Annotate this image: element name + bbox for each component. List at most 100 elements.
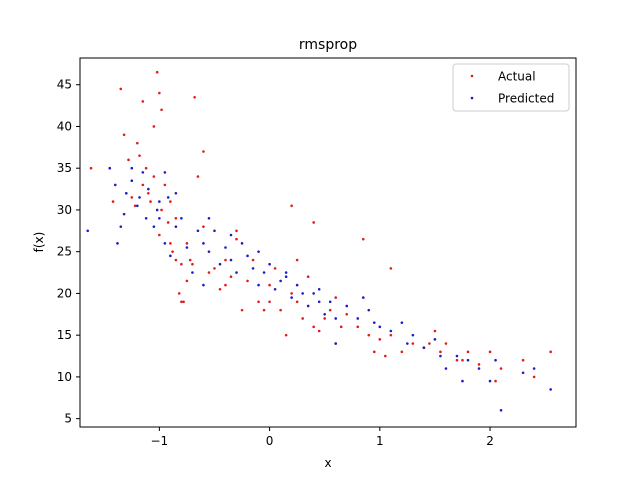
- point-actual: [130, 196, 134, 199]
- point-predicted: [257, 283, 260, 287]
- point-predicted: [166, 196, 170, 199]
- point-actual: [295, 258, 299, 262]
- point-actual: [400, 350, 404, 354]
- point-actual: [133, 204, 137, 208]
- point-actual: [169, 200, 172, 203]
- point-predicted: [174, 225, 178, 228]
- y-tick-label: 10: [57, 370, 72, 384]
- point-predicted: [116, 242, 119, 245]
- point-actual: [213, 267, 216, 270]
- point-predicted: [130, 166, 134, 170]
- plot-frame: [79, 57, 577, 428]
- y-tick-label: 20: [57, 286, 72, 300]
- point-actual: [295, 300, 299, 304]
- point-predicted: [317, 300, 321, 304]
- point-actual: [246, 279, 249, 283]
- point-actual: [152, 125, 156, 128]
- point-actual: [361, 237, 365, 241]
- point-predicted: [378, 325, 382, 329]
- point-actual: [444, 342, 448, 345]
- point-actual: [202, 225, 205, 228]
- point-actual: [268, 300, 271, 304]
- point-predicted: [196, 229, 200, 233]
- point-actual: [149, 200, 152, 203]
- point-actual: [235, 229, 238, 233]
- point-actual: [251, 258, 255, 262]
- point-actual: [411, 342, 415, 345]
- y-tick-label: 15: [57, 328, 72, 342]
- point-actual: [147, 191, 150, 195]
- x-axis-ticks: −1 0 1 2: [151, 427, 494, 448]
- point-actual: [384, 354, 387, 358]
- x-tick-label: −1: [151, 434, 169, 448]
- point-actual: [160, 208, 163, 212]
- point-actual: [89, 166, 93, 170]
- point-actual: [328, 308, 332, 312]
- point-actual: [521, 358, 525, 362]
- point-actual: [273, 267, 277, 270]
- point-predicted: [130, 179, 134, 183]
- point-actual: [312, 325, 315, 329]
- point-actual: [158, 233, 161, 237]
- point-actual: [389, 267, 393, 270]
- point-actual: [312, 221, 315, 224]
- point-actual: [389, 333, 393, 337]
- point-predicted: [180, 216, 183, 220]
- point-predicted: [494, 358, 497, 362]
- point-predicted: [144, 216, 148, 220]
- point-actual: [119, 87, 123, 91]
- point-predicted: [422, 346, 426, 349]
- point-actual: [152, 175, 156, 178]
- point-actual: [138, 154, 141, 157]
- point-actual: [461, 358, 464, 362]
- y-tick-label: 30: [57, 203, 72, 217]
- point-predicted: [433, 338, 437, 341]
- point-predicted: [155, 208, 159, 212]
- point-predicted: [174, 191, 178, 195]
- point-actual: [141, 183, 145, 187]
- y-tick-label: 45: [57, 78, 72, 92]
- point-predicted: [328, 300, 332, 304]
- point-actual: [188, 258, 192, 262]
- point-predicted: [229, 258, 233, 262]
- x-tick-label: 1: [376, 434, 384, 448]
- point-actual: [177, 292, 181, 295]
- point-predicted: [549, 388, 552, 391]
- point-predicted: [202, 283, 205, 287]
- point-actual: [174, 258, 178, 262]
- point-predicted: [477, 367, 481, 370]
- point-predicted: [169, 254, 172, 258]
- point-predicted: [119, 225, 123, 228]
- point-actual: [122, 133, 126, 137]
- point-actual: [262, 308, 266, 312]
- point-actual: [477, 363, 481, 366]
- point-actual: [158, 91, 161, 95]
- point-predicted: [235, 271, 238, 274]
- point-actual: [235, 237, 238, 241]
- point-actual: [345, 313, 349, 316]
- point-actual: [163, 183, 167, 187]
- point-actual: [306, 275, 310, 279]
- legend-marker-actual: [470, 74, 474, 78]
- point-predicted: [246, 254, 249, 258]
- point-actual: [356, 325, 360, 329]
- point-predicted: [213, 229, 216, 233]
- point-actual: [494, 379, 497, 383]
- point-actual: [257, 300, 260, 304]
- point-actual: [218, 287, 222, 291]
- point-predicted: [284, 275, 288, 279]
- point-actual: [334, 296, 338, 299]
- point-predicted: [138, 196, 141, 199]
- point-actual: [196, 175, 200, 178]
- point-predicted: [86, 229, 90, 233]
- y-axis-ticks: 5 10 15 20 25 30 35 40 45: [57, 78, 80, 426]
- point-predicted: [356, 317, 360, 320]
- point-actual: [268, 283, 271, 287]
- point-predicted: [108, 166, 112, 170]
- y-tick-label: 5: [64, 412, 72, 426]
- point-predicted: [499, 409, 503, 412]
- point-predicted: [158, 216, 161, 220]
- point-actual: [169, 242, 172, 245]
- point-actual: [466, 350, 470, 354]
